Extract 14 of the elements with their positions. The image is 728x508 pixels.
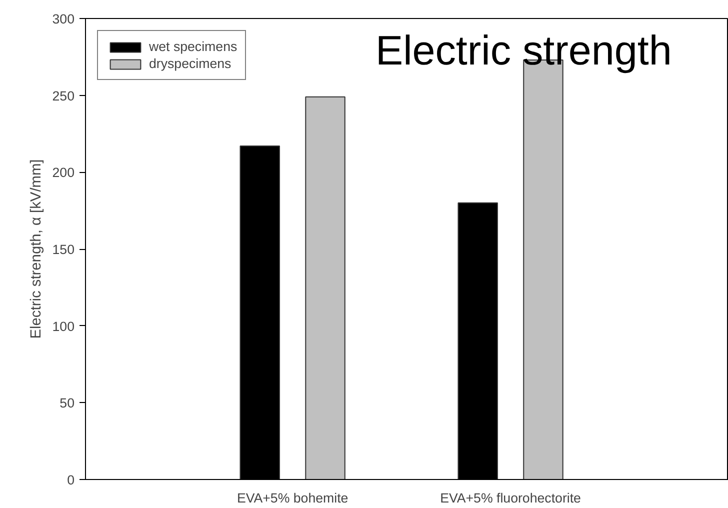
- y-tick-label: 150: [52, 242, 75, 257]
- y-tick-label: 100: [52, 318, 75, 334]
- y-axis-title: Electric strength, α [kV/mm]: [28, 159, 44, 339]
- legend-label: wet specimens: [149, 39, 238, 54]
- chart-title: Electric strength: [376, 28, 672, 74]
- bar: [305, 96, 346, 480]
- x-tick-label: EVA+5% bohemite: [236, 490, 348, 506]
- y-tick-label: 0: [67, 472, 75, 488]
- legend-label: dryspecimens: [149, 56, 232, 71]
- y-tick-label: 300: [52, 12, 75, 26]
- y-tick-label: 250: [52, 88, 75, 104]
- y-tick-label: 200: [52, 165, 75, 180]
- y-tick-label: 50: [60, 396, 75, 411]
- x-tick-label: EVA+5% fluorohectorite: [440, 490, 581, 506]
